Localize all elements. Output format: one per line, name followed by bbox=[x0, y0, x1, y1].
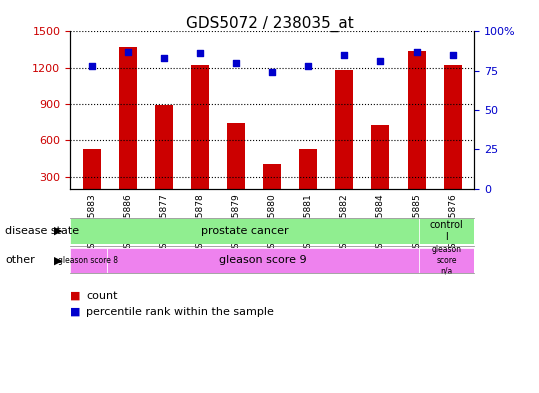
Point bbox=[232, 60, 240, 66]
Text: gleason
score
n/a: gleason score n/a bbox=[432, 246, 462, 275]
Text: percentile rank within the sample: percentile rank within the sample bbox=[86, 307, 274, 316]
Text: gleason score 9: gleason score 9 bbox=[219, 255, 307, 265]
FancyBboxPatch shape bbox=[70, 218, 419, 244]
Bar bbox=[119, 47, 137, 213]
FancyBboxPatch shape bbox=[70, 248, 107, 273]
Text: other: other bbox=[5, 255, 35, 265]
FancyBboxPatch shape bbox=[107, 248, 419, 273]
Text: prostate cancer: prostate cancer bbox=[201, 226, 288, 236]
Point bbox=[268, 69, 277, 75]
Text: ■: ■ bbox=[70, 291, 84, 301]
FancyBboxPatch shape bbox=[419, 248, 474, 273]
Point bbox=[196, 50, 204, 57]
Bar bbox=[191, 65, 209, 213]
Text: ▶: ▶ bbox=[54, 226, 63, 236]
Point bbox=[87, 63, 96, 69]
Text: ■: ■ bbox=[70, 307, 84, 316]
Bar bbox=[335, 70, 354, 213]
Text: count: count bbox=[86, 291, 118, 301]
FancyBboxPatch shape bbox=[419, 218, 474, 244]
Bar bbox=[263, 164, 281, 213]
Point bbox=[304, 63, 313, 69]
Text: gleason score 8: gleason score 8 bbox=[58, 256, 119, 265]
Bar bbox=[227, 123, 245, 213]
Point bbox=[340, 52, 349, 58]
Point bbox=[376, 58, 385, 64]
Point bbox=[160, 55, 168, 61]
Text: GDS5072 / 238035_at: GDS5072 / 238035_at bbox=[185, 16, 354, 32]
Text: control
l: control l bbox=[430, 220, 464, 242]
Point bbox=[448, 52, 457, 58]
Bar bbox=[407, 51, 426, 213]
Bar bbox=[82, 149, 101, 213]
Text: ▶: ▶ bbox=[54, 255, 63, 265]
Bar bbox=[155, 105, 173, 213]
Point bbox=[123, 49, 132, 55]
Point bbox=[412, 49, 421, 55]
Text: disease state: disease state bbox=[5, 226, 80, 236]
Bar bbox=[444, 65, 462, 213]
Bar bbox=[371, 125, 390, 213]
Bar bbox=[299, 149, 317, 213]
